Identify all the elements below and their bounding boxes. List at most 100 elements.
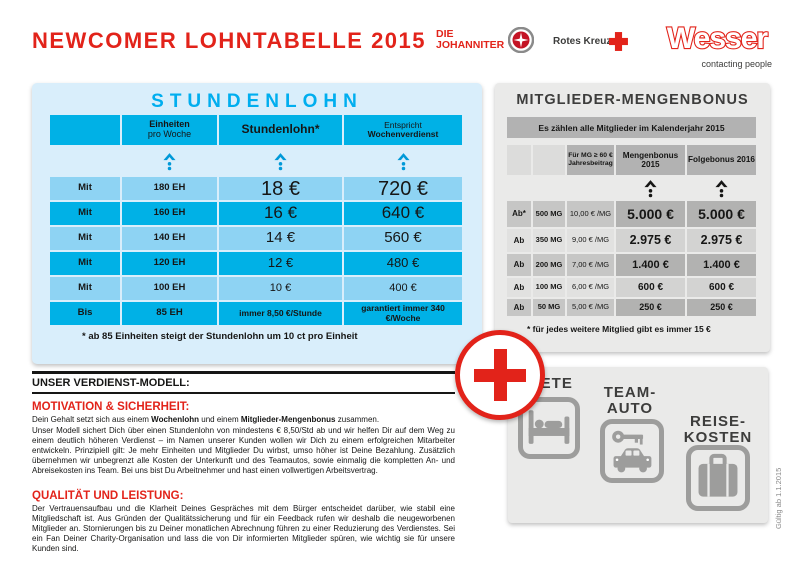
table-cell: 10 € xyxy=(219,277,342,300)
table-cell: 100 EH xyxy=(122,277,217,300)
lt-header-wochenverdienst: Entspricht Wochenverdienst xyxy=(344,115,462,145)
rotes-kreuz-label: Rotes Kreuz xyxy=(553,36,612,47)
increase-arrow-icon xyxy=(616,177,685,199)
col-label: Für MG ≥ 60 € xyxy=(568,152,613,160)
divider xyxy=(32,371,455,374)
text-part-bold: Mitglieder-Mengenbonus xyxy=(240,414,336,424)
mengenbonus-footnote: * für jedes weitere Mitglied gibt es imm… xyxy=(527,324,711,334)
table-cell: Bis xyxy=(50,302,120,325)
johanniter-logo: DIE JOHANNITER xyxy=(436,29,504,50)
table-cell: 160 EH xyxy=(122,202,217,225)
text-part: und einem xyxy=(199,414,241,424)
rt-header-jahresbeitrag: Für MG ≥ 60 € Jahresbeitrag xyxy=(567,145,614,175)
col-label: Wochenverdienst xyxy=(367,129,439,139)
col-label: Einheiten xyxy=(149,119,190,130)
reisekosten-label: REISE- KOSTEN xyxy=(672,414,764,446)
qualitaet-body: Der Vertrauensaufbau und die Klarheit De… xyxy=(32,503,455,553)
table-cell: 250 € xyxy=(616,299,685,316)
table-cell: 350 MG xyxy=(533,229,565,252)
table-cell: 200 MG xyxy=(533,254,565,276)
qualitaet-heading: QUALITÄT UND LEISTUNG: xyxy=(32,489,184,502)
text-part: Dein Gehalt setzt sich aus einem xyxy=(32,414,152,424)
lt-header-empty xyxy=(50,115,120,145)
teamauto-label-line1: TEAM- xyxy=(603,384,657,401)
mengenbonus-subtitle: Es zählen alle Mitglieder im Kalenderjah… xyxy=(507,117,756,138)
table-cell: 480 € xyxy=(344,252,462,275)
table-cell: Mit xyxy=(50,227,120,250)
increase-arrow-icon xyxy=(687,177,756,199)
text-part: zusammen. xyxy=(335,414,380,424)
table-cell: 640 € xyxy=(344,202,462,225)
table-cell: 600 € xyxy=(616,278,685,297)
johanniter-logo-line2: JOHANNITER xyxy=(436,38,505,51)
suitcase-icon xyxy=(686,445,750,511)
red-cross-icon xyxy=(608,31,629,57)
rt-header-folgebonus: Folgebonus 2016 xyxy=(687,145,756,175)
wesser-logo-text: Wesser xyxy=(667,22,769,55)
table-cell: Mit xyxy=(50,277,120,300)
rt-header-empty xyxy=(507,145,531,175)
rt-arrow-spacer xyxy=(567,177,614,199)
reisekosten-label-line2: KOSTEN xyxy=(683,428,753,446)
table-cell: 5,00 € /MG xyxy=(567,299,614,316)
rt-arrow-spacer xyxy=(507,177,531,199)
wesser-tagline: contacting people xyxy=(701,59,772,69)
table-cell: 12 € xyxy=(219,252,342,275)
table-cell: Ab xyxy=(507,229,531,252)
table-cell: Mit xyxy=(50,177,120,200)
table-cell: 1.400 € xyxy=(616,254,685,276)
table-cell: 1.400 € xyxy=(687,254,756,276)
table-cell: 560 € xyxy=(344,227,462,250)
table-cell: 9,00 € /MG xyxy=(567,229,614,252)
stundenlohn-footnote: * ab 85 Einheiten steigt der Stundenlohn… xyxy=(82,331,358,342)
stundenlohn-table: Einheiten pro Woche Stundenlohn* Entspri… xyxy=(50,115,462,325)
table-cell: 2.975 € xyxy=(687,229,756,252)
motivation-heading: MOTIVATION & SICHERHEIT: xyxy=(32,400,190,413)
col-label: Entspricht xyxy=(384,119,422,130)
reisekosten-label-line1: REISE- xyxy=(689,413,746,430)
bed-icon xyxy=(518,397,580,459)
verdienst-section-title: UNSER VERDIENST-MODELL: xyxy=(32,377,190,389)
increase-arrow-icon xyxy=(344,147,462,175)
teamauto-label: TEAM- AUTO xyxy=(594,385,666,417)
johanniter-logo-line1: DIE xyxy=(436,28,454,40)
table-cell: 7,00 € /MG xyxy=(567,254,614,276)
table-cell: 6,00 € /MG xyxy=(567,278,614,297)
lt-header-stundenlohn: Stundenlohn* xyxy=(219,115,342,145)
table-cell: immer 8,50 €/Stunde xyxy=(219,302,342,325)
table-cell: 720 € xyxy=(344,177,462,200)
table-cell: 140 EH xyxy=(122,227,217,250)
table-cell: 5.000 € xyxy=(616,201,685,227)
car-key-icon xyxy=(600,419,664,483)
benefits-panel: MIETE TEAM- AUTO xyxy=(508,367,768,523)
table-cell: Ab xyxy=(507,254,531,276)
lt-arrow-spacer xyxy=(50,147,120,175)
stundenlohn-title: STUNDENLOHN xyxy=(151,91,363,112)
table-cell: Mit xyxy=(50,202,120,225)
table-cell: Ab* xyxy=(507,201,531,227)
table-cell: 16 € xyxy=(219,202,342,225)
col-label: pro Woche xyxy=(147,129,192,139)
rt-arrow-spacer xyxy=(533,177,565,199)
divider xyxy=(32,391,455,394)
mengenbonus-table: Für MG ≥ 60 € Jahresbeitrag Mengenbonus … xyxy=(507,145,756,316)
table-cell: 400 € xyxy=(344,277,462,300)
validity-note: Gültig ab 1.1.2015 xyxy=(774,467,783,529)
teamauto-label-line2: AUTO xyxy=(606,399,654,417)
verdienst-modell-section: UNSER VERDIENST-MODELL: MOTIVATION & SIC… xyxy=(32,371,455,553)
table-cell: 100 MG xyxy=(533,278,565,297)
page-title: NEWCOMER LOHNTABELLE 2015 xyxy=(32,28,427,53)
text-part-bold: Wochenlohn xyxy=(151,414,200,424)
table-cell: 2.975 € xyxy=(616,229,685,252)
table-cell: garantiert immer 340 €/Woche xyxy=(344,302,462,325)
mengenbonus-title: MITGLIEDER-MENGENBONUS xyxy=(516,92,749,108)
red-plus-icon xyxy=(455,330,545,420)
table-cell: 180 EH xyxy=(122,177,217,200)
table-cell: Ab xyxy=(507,278,531,297)
wesser-logo: Wesser contacting people xyxy=(658,20,776,69)
table-cell: Mit xyxy=(50,252,120,275)
increase-arrow-icon xyxy=(122,147,217,175)
table-cell: 50 MG xyxy=(533,299,565,316)
motivation-body: Unser Modell sichert Dich über einen Stu… xyxy=(32,426,455,476)
